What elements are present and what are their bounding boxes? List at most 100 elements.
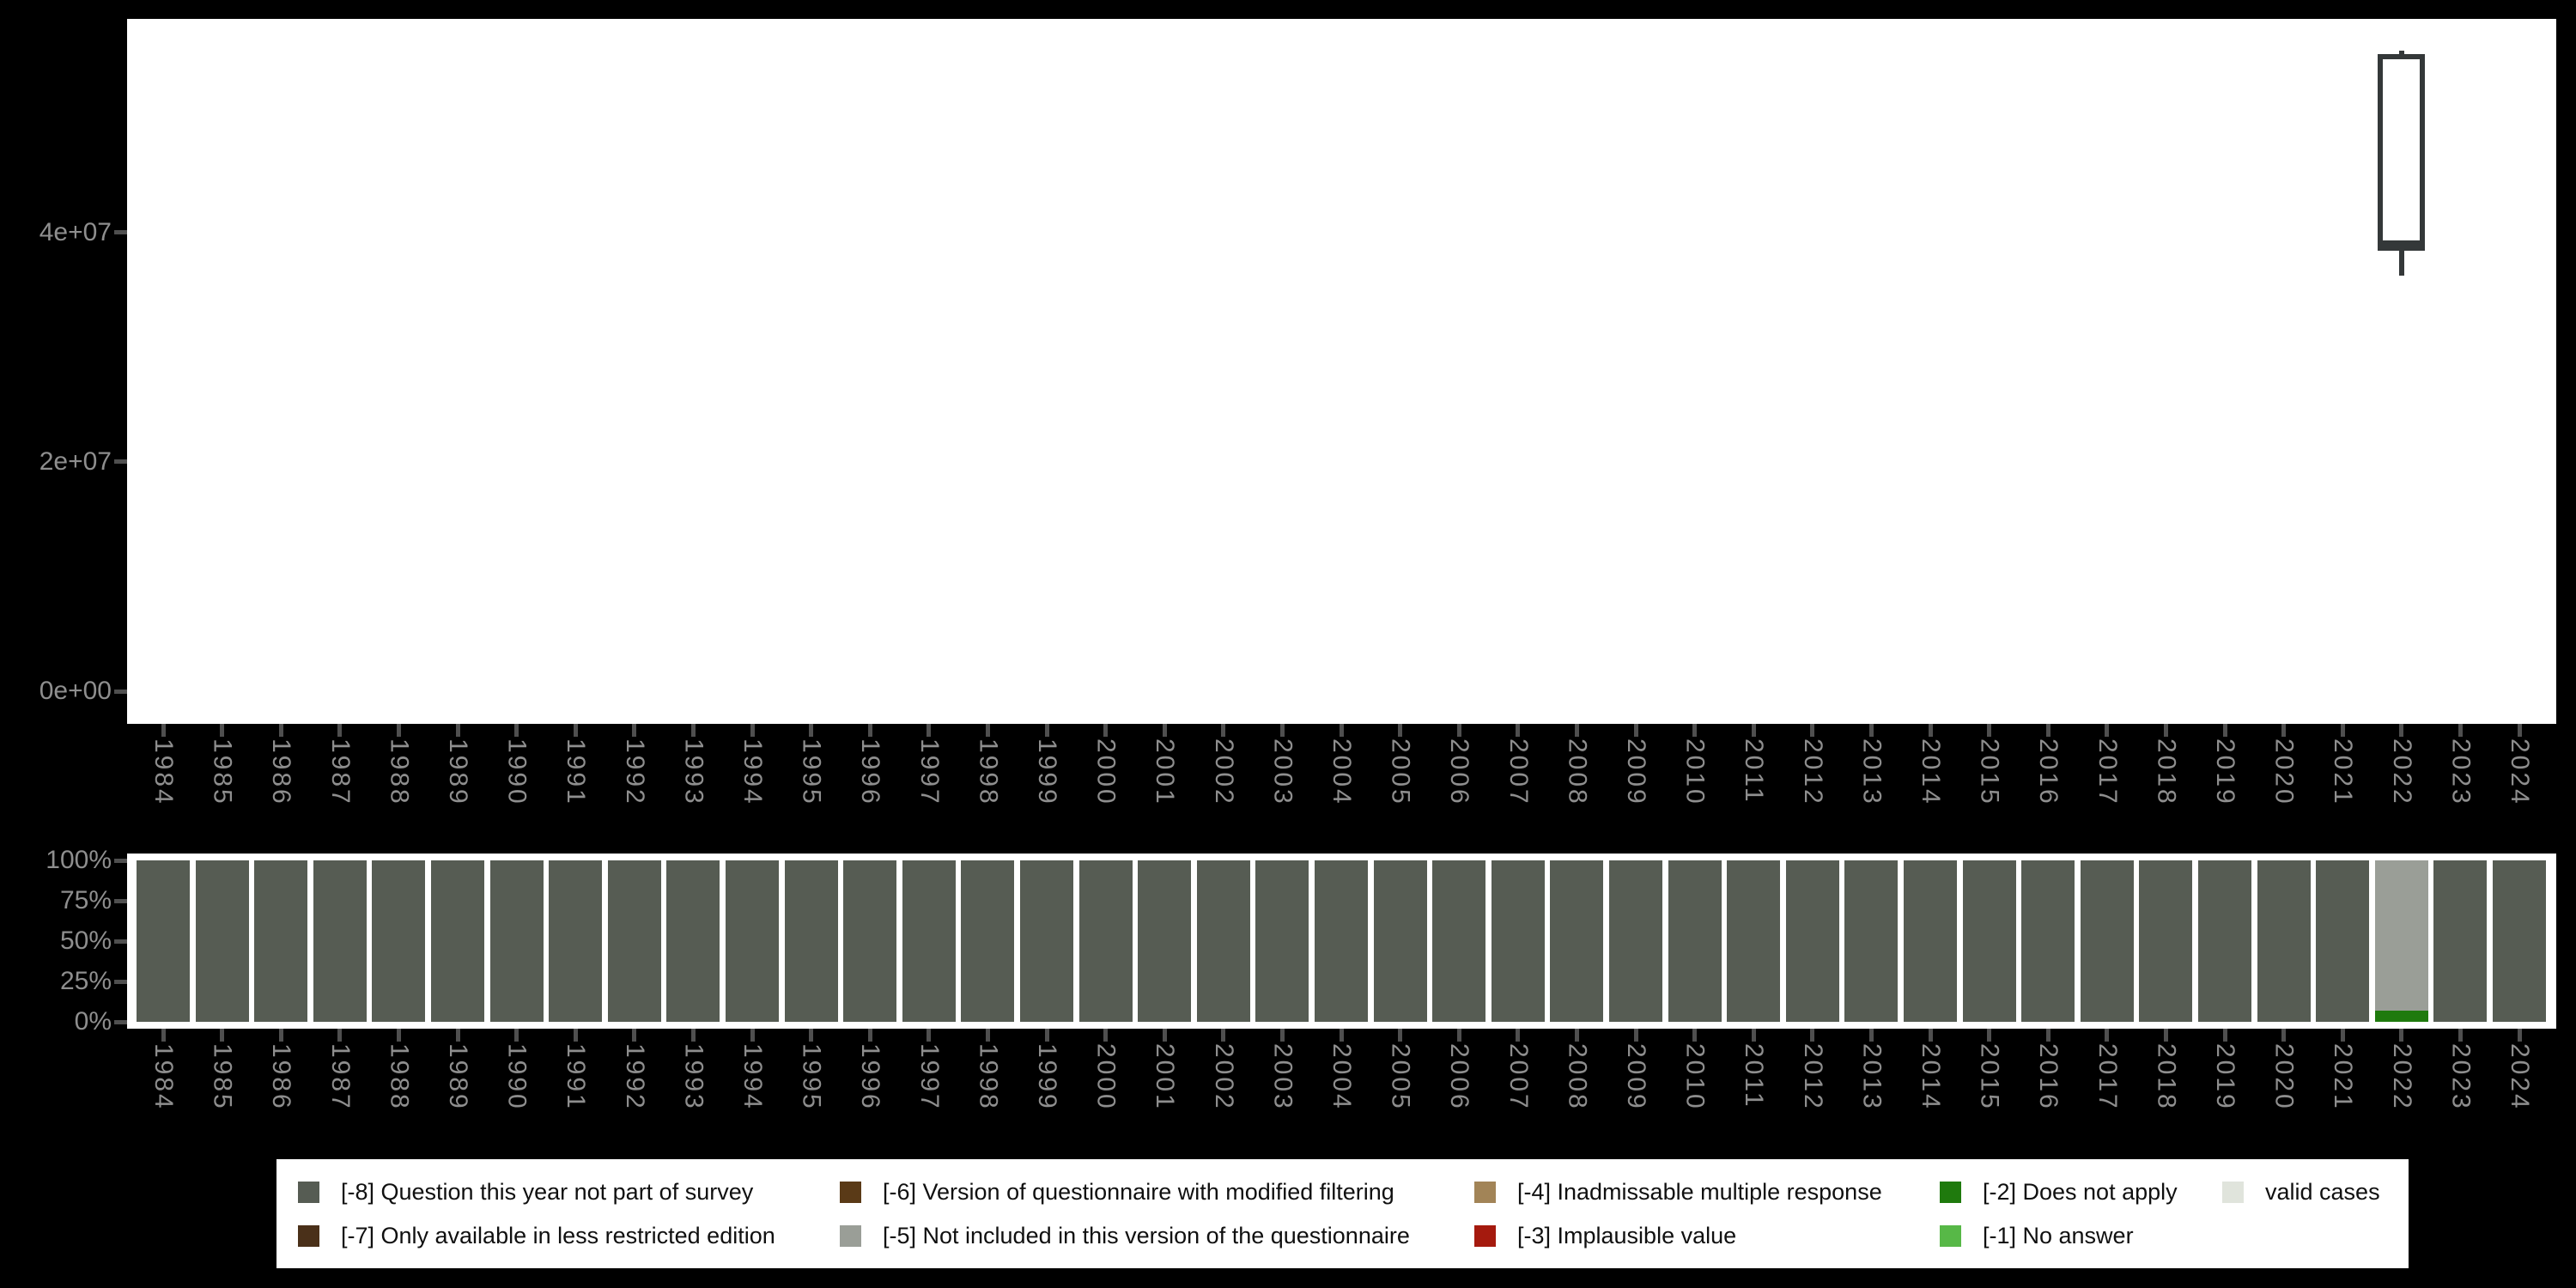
missing-values-x-tick-label: 1996 <box>856 1043 885 1111</box>
year-bar-1989 <box>431 860 484 1022</box>
boxplot-x-tick-label: 2024 <box>2506 738 2534 806</box>
bar-segment--8 <box>313 860 367 1022</box>
boxplot-y-tick-label: 0e+00 <box>39 677 112 706</box>
year-bar-2005 <box>1373 860 1427 1022</box>
missing-values-x-tick <box>1574 1029 1579 1042</box>
bar-segment--8 <box>1785 860 1839 1022</box>
missing-values-x-tick-label: 1992 <box>620 1043 649 1111</box>
year-bar-1986 <box>254 860 308 1022</box>
boxplot-x-tick <box>2458 724 2463 737</box>
legend-column: [-2] Does not apply [-1] No answer <box>1940 1179 2222 1249</box>
year-bar-2021 <box>2316 860 2370 1022</box>
bar-segment--8 <box>372 860 426 1022</box>
missing-values-x-tick-label: 2016 <box>2034 1043 2063 1111</box>
boxplot-x-tick <box>927 724 932 737</box>
boxplot-x-tick <box>809 724 814 737</box>
bar-segment--8 <box>2433 860 2488 1022</box>
missing-values-x-tick <box>1339 1029 1344 1042</box>
boxplot-x-tick-label: 2000 <box>1091 738 1121 806</box>
missing-values-x-tick-label: 1993 <box>679 1043 708 1111</box>
bar-segment--8 <box>902 860 956 1022</box>
year-bar-2000 <box>1078 860 1133 1022</box>
missing-values-x-tick <box>2105 1029 2110 1042</box>
legend-label--4: [-4] Inadmissable multiple response <box>1517 1179 1882 1205</box>
year-bar-2008 <box>1550 860 1604 1022</box>
missing-values-x-tick <box>2458 1029 2463 1042</box>
year-bar-1991 <box>549 860 603 1022</box>
missing-values-x-tick-label: 1988 <box>385 1043 414 1111</box>
percent-tick <box>114 979 127 984</box>
percent-tick-label: 0% <box>74 1007 112 1036</box>
bar-segment--8 <box>254 860 308 1022</box>
missing-values-x-tick-label: 2006 <box>1445 1043 1474 1111</box>
boxplot-x-tick-label: 2013 <box>1857 738 1886 806</box>
bar-segment--8 <box>1432 860 1486 1022</box>
boxplot-x-tick <box>1692 724 1698 737</box>
boxplot-box <box>2378 54 2426 251</box>
boxplot-upper-whisker <box>2398 51 2404 55</box>
boxplot-x-tick <box>2222 724 2227 737</box>
missing-values-x-tick-label: 2019 <box>2211 1043 2239 1111</box>
bar-segment--8 <box>1609 860 1662 1022</box>
boxplot-x-tick-label: 2002 <box>1209 738 1238 806</box>
year-bar-1997 <box>902 860 956 1022</box>
bar-segment--8 <box>666 860 720 1022</box>
boxplot-x-tick-label: 2018 <box>2152 738 2181 806</box>
legend-swatch--4 <box>1474 1182 1496 1203</box>
year-bar-1990 <box>489 860 544 1022</box>
missing-values-x-tick <box>1868 1029 1874 1042</box>
bar-segment--8 <box>961 860 1015 1022</box>
boxplot-x-tick <box>161 724 166 737</box>
missing-values-x-tick-label: 2007 <box>1504 1043 1533 1111</box>
missing-values-x-tick-label: 1987 <box>325 1043 355 1111</box>
missing-values-x-tick <box>1810 1029 1815 1042</box>
boxplot-x-tick-label: 2011 <box>1740 738 1769 805</box>
bar-segment--8 <box>1668 860 1722 1022</box>
boxplot-x-tick-label: 1992 <box>620 738 649 806</box>
boxplot-x-tick-label: 2019 <box>2211 738 2239 806</box>
bar-segment--8 <box>1373 860 1427 1022</box>
year-bar-2016 <box>2021 860 2075 1022</box>
bar-segment--8 <box>2021 860 2075 1022</box>
missing-values-x-tick-label: 2011 <box>1740 1043 1769 1109</box>
bar-segment--8 <box>1255 860 1309 1022</box>
boxplot-x-tick-label: 1989 <box>444 738 472 806</box>
year-bar-2024 <box>2493 860 2546 1022</box>
bar-segment--8 <box>607 860 661 1022</box>
missing-values-x-tick <box>514 1029 519 1042</box>
legend-item-valid: valid cases <box>2222 1179 2380 1205</box>
year-bar-2020 <box>2257 860 2311 1022</box>
bar-segment--5 <box>2374 860 2428 1011</box>
missing-values-x-tick-label: 1991 <box>562 1043 591 1111</box>
year-bar-2004 <box>1315 860 1368 1022</box>
bar-segment--8 <box>2316 860 2370 1022</box>
boxplot-x-tick <box>2105 724 2110 737</box>
missing-values-x-tick <box>1279 1029 1285 1042</box>
missing-values-x-tick <box>1398 1029 1403 1042</box>
boxplot-x-tick <box>2399 724 2404 737</box>
bar-segment--8 <box>1138 860 1192 1022</box>
year-bar-2002 <box>1196 860 1250 1022</box>
missing-values-x-tick <box>1751 1029 1756 1042</box>
year-bar-1984 <box>137 860 190 1022</box>
percent-tick-label: 50% <box>59 927 112 955</box>
boxplot-y-tick <box>114 459 127 465</box>
legend-swatch--3 <box>1474 1225 1496 1247</box>
legend-item--1: [-1] No answer <box>1940 1223 2222 1249</box>
legend-label--6: [-6] Version of questionnaire with modif… <box>883 1179 1394 1205</box>
boxplot-x-tick <box>632 724 637 737</box>
boxplot-lower-whisker <box>2398 250 2404 276</box>
legend-column: [-4] Inadmissable multiple response [-3] … <box>1474 1179 1940 1249</box>
missing-values-x-tick <box>2517 1029 2522 1042</box>
missing-values-x-tick-label: 1998 <box>974 1043 1003 1111</box>
boxplot-y-tick-label: 4e+07 <box>39 217 112 246</box>
bar-segment--8 <box>1491 860 1545 1022</box>
year-bar-2003 <box>1255 860 1309 1022</box>
bar-segment--8 <box>2139 860 2193 1022</box>
boxplot-x-tick <box>1044 724 1049 737</box>
boxplot-x-tick-label: 2010 <box>1680 738 1710 806</box>
legend: [-8] Question this year not part of surv… <box>276 1159 2409 1268</box>
legend-item--3: [-3] Implausible value <box>1474 1223 1940 1249</box>
missing-values-x-tick <box>1044 1029 1049 1042</box>
boxplot-x-tick-label: 1986 <box>267 738 296 806</box>
